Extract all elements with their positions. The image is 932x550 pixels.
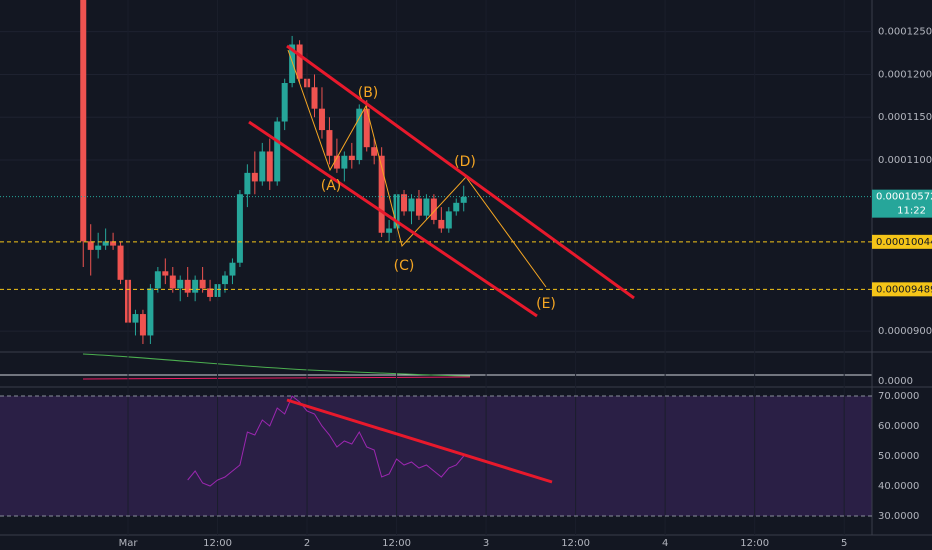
candle-body <box>281 83 288 122</box>
candle-body <box>192 279 199 293</box>
candle-body <box>229 262 236 276</box>
candle-body <box>110 241 117 246</box>
candle-body <box>147 288 154 336</box>
candle-body <box>184 279 191 293</box>
trend-line <box>248 120 538 318</box>
x-tick-label: 12:00 <box>561 538 590 549</box>
x-tick-label: 12:00 <box>740 538 769 549</box>
x-tick-label: 3 <box>483 538 489 549</box>
x-tick-label: 2 <box>304 538 310 549</box>
x-tick-label: 4 <box>662 538 668 549</box>
candle-body <box>132 314 139 323</box>
candle-body <box>445 211 452 229</box>
candle-body <box>311 87 318 109</box>
candle-body <box>251 172 258 182</box>
drawings: (A) (B) (C) (D) (E) <box>248 44 635 484</box>
candle-body <box>296 44 303 79</box>
candle-body <box>423 198 430 216</box>
last-price-label: 0.00010572 <box>876 192 932 203</box>
y-tick-label: 0.00009000 <box>878 326 932 337</box>
candle-body <box>333 155 340 169</box>
candle-body <box>236 194 243 263</box>
countdown: 11:22 <box>897 206 926 217</box>
candle-body <box>341 155 348 169</box>
candle-body <box>415 198 422 216</box>
candle-body <box>162 271 169 276</box>
candle-body <box>169 275 176 289</box>
y-tick-label: 70.0000 <box>878 391 919 402</box>
rsi-line <box>187 395 465 487</box>
candle-body <box>401 194 408 212</box>
candle-body <box>87 241 94 250</box>
candle-body <box>363 108 370 148</box>
rsi-trend-line <box>286 398 553 484</box>
candle-body <box>117 245 124 280</box>
x-tick-label: 5 <box>841 538 847 549</box>
candle-body <box>378 155 385 233</box>
trend-line <box>286 44 635 300</box>
volume-ma <box>82 353 471 377</box>
candle-body <box>207 288 214 297</box>
candle-body <box>318 108 325 131</box>
price-label-box <box>872 282 932 297</box>
candle-body <box>266 151 273 182</box>
candle-body <box>289 44 296 84</box>
candle-body <box>177 279 184 289</box>
price-label-box <box>872 234 932 249</box>
candle-body <box>221 275 228 285</box>
candle-body <box>102 241 109 246</box>
candle-body <box>80 0 87 242</box>
volume-tick-label: 0.0000 <box>878 376 913 387</box>
candle-body <box>199 279 206 289</box>
candle-body <box>326 130 333 156</box>
x-tick-label: Mar <box>119 538 139 549</box>
candle-body <box>274 121 281 182</box>
y-tick-label: 40.0000 <box>878 481 919 492</box>
wave-label: (B) <box>358 85 379 101</box>
candle-body <box>371 147 378 156</box>
candle-body <box>356 108 363 161</box>
rsi-band <box>0 396 872 516</box>
wave-path <box>287 49 547 288</box>
wave-label: (E) <box>536 296 556 312</box>
y-tick-label: 30.0000 <box>878 511 919 522</box>
candle-body <box>139 314 146 336</box>
candle-body <box>430 198 437 220</box>
y-tick-label: 50.0000 <box>878 451 919 462</box>
y-tick-label: 60.0000 <box>878 421 919 432</box>
price-label: 0.00010044 <box>876 237 932 248</box>
candle-body <box>438 219 445 229</box>
candle-body <box>154 271 161 289</box>
candle-body <box>460 196 467 203</box>
wave-label: (D) <box>454 154 476 170</box>
wave-label: (A) <box>321 178 342 194</box>
x-tick-label: 12:00 <box>382 538 411 549</box>
last-price-box <box>872 189 932 218</box>
price-label: 0.00009489 <box>876 284 932 295</box>
candle-body <box>386 228 393 233</box>
volume-line <box>82 376 471 380</box>
wave-label: (C) <box>394 258 415 274</box>
candle-body <box>453 202 460 212</box>
candle-body <box>348 155 355 161</box>
x-tick-label: 12:00 <box>203 538 232 549</box>
candle-body <box>95 245 102 250</box>
candle-body <box>244 172 251 195</box>
candle-body <box>408 198 415 212</box>
candle-body <box>259 151 266 182</box>
